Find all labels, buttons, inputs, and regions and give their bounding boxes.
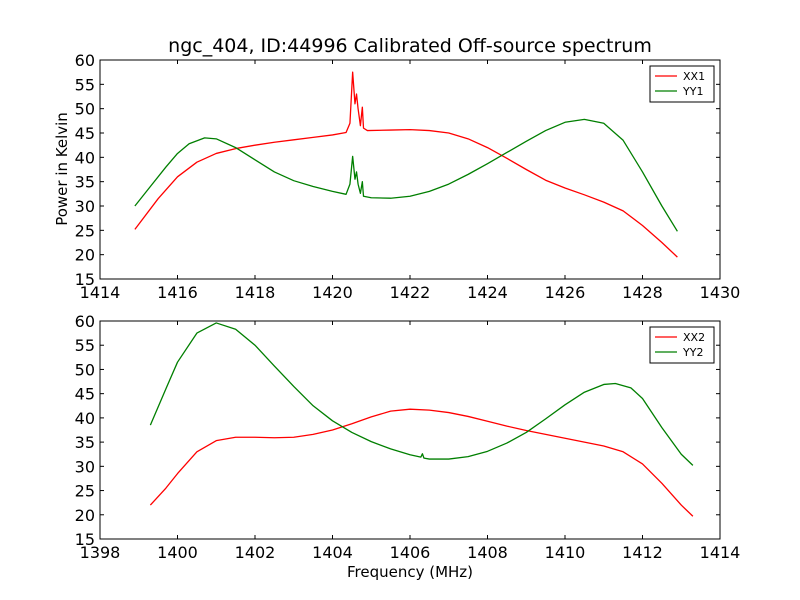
x-tick-label: 1400 (157, 543, 198, 562)
x-tick-label: 1428 (622, 283, 663, 302)
legend-box (649, 65, 715, 103)
x-tick-label: 1402 (235, 543, 276, 562)
y-tick-label: 55 (75, 75, 95, 94)
y-tick-label: 60 (75, 51, 95, 70)
top-panel: 1414 1416 1418 1420 1422 1424 1426 1428 1430 15 20… (75, 51, 741, 302)
y-tick-label: 40 (75, 409, 95, 428)
y-axis-label: Power in Kelvin (53, 112, 71, 226)
x-tick-label: 1430 (700, 283, 741, 302)
y-tick-label: 45 (75, 124, 95, 143)
legend-label-xx1: XX1 (683, 70, 705, 83)
x-tick-label: 1422 (390, 283, 431, 302)
series-line-xx1 (134, 71, 678, 258)
series-line-yy1 (134, 118, 678, 232)
x-tick-label: 1406 (390, 543, 431, 562)
y-tick-label: 60 (75, 312, 95, 331)
x-tick-label: 1408 (467, 543, 508, 562)
y-tick-label: 25 (75, 482, 95, 501)
y-tick-label: 20 (75, 246, 95, 265)
y-tick-label: 15 (75, 530, 95, 549)
x-tick-label: 1424 (467, 283, 508, 302)
x-tick-label: 1414 (80, 283, 121, 302)
x-tick-label: 1412 (622, 543, 663, 562)
y-tick-label: 20 (75, 506, 95, 525)
y-tick-label: 40 (75, 148, 95, 167)
y-tick-label: 35 (75, 173, 95, 192)
y-tick-label: 25 (75, 221, 95, 240)
y-tick-label: 50 (75, 360, 95, 379)
legend-box (649, 326, 715, 364)
x-tick-label: 1418 (235, 283, 276, 302)
y-tick-label: 30 (75, 197, 95, 216)
bottom-panel: 1398 1400 1402 1404 1406 1408 1410 1412 1414 15 20… (75, 312, 741, 562)
y-tick-label: 35 (75, 433, 95, 452)
x-tick-label: 1398 (80, 543, 121, 562)
x-tick-label: 1416 (157, 283, 198, 302)
legend-label-yy2: YY2 (682, 346, 703, 359)
x-axis-label: Frequency (MHz) (347, 563, 473, 581)
x-tick-label: 1404 (312, 543, 353, 562)
legend-label-yy1: YY1 (682, 85, 703, 98)
y-tick-label: 45 (75, 385, 95, 404)
x-tick-label: 1410 (545, 543, 586, 562)
y-tick-label: 30 (75, 457, 95, 476)
y-tick-label: 55 (75, 336, 95, 355)
series-line-xx2 (149, 408, 694, 517)
x-tick-label: 1414 (700, 543, 741, 562)
y-tick-label: 50 (75, 100, 95, 119)
chart-title: ngc_404, ID:44996 Calibrated Off-source … (168, 35, 652, 57)
legend-label-xx2: XX2 (683, 331, 705, 344)
y-tick-label: 15 (75, 270, 95, 289)
x-tick-label: 1420 (312, 283, 353, 302)
series-line-yy2 (149, 322, 694, 466)
x-tick-label: 1426 (545, 283, 586, 302)
